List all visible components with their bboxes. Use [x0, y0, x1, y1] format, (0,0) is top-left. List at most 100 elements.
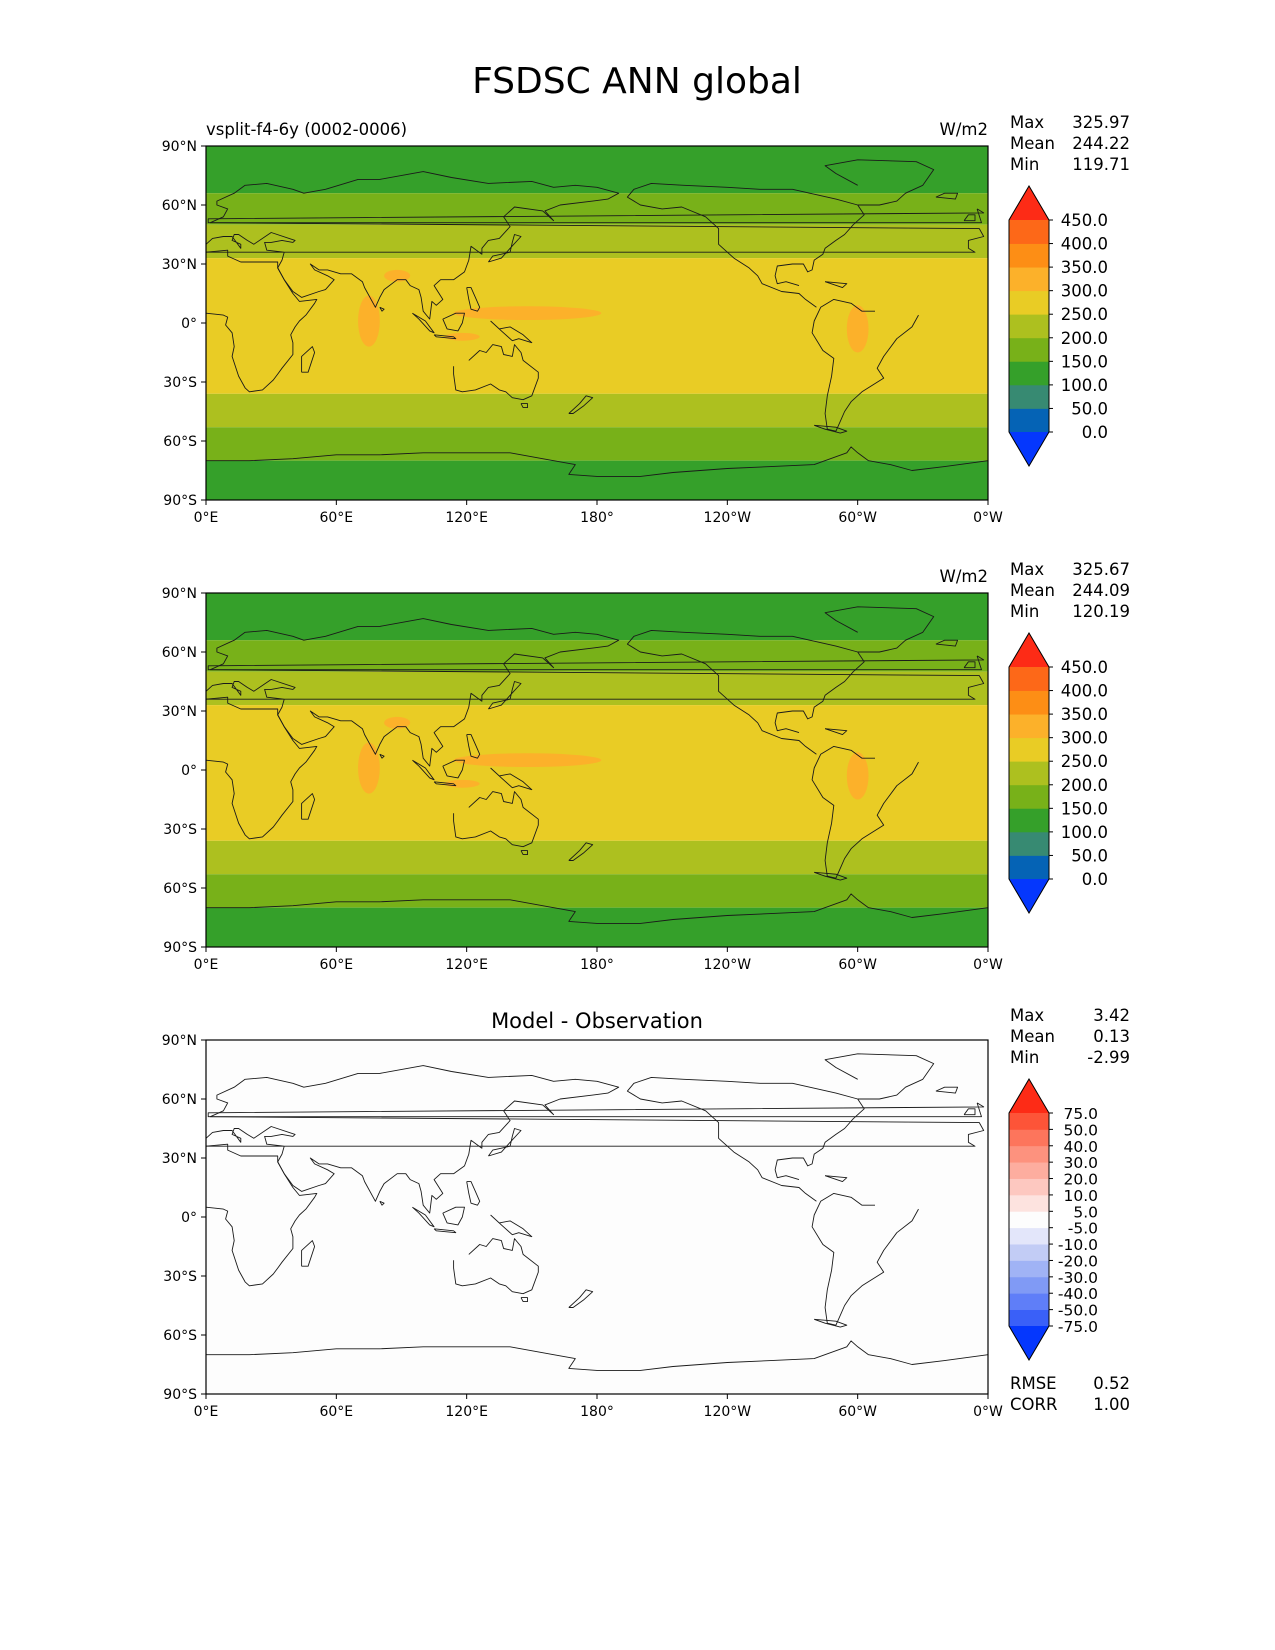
- coastline-4: [206, 618, 985, 767]
- lat-band-4: [206, 840, 988, 875]
- coastline-15: [433, 334, 457, 340]
- colorbar-segment: [1009, 784, 1049, 809]
- map-field: [206, 1040, 988, 1394]
- colorbar-segment: [1009, 831, 1049, 856]
- coastline-22: [814, 1318, 848, 1328]
- colorbar-tick-label: 350.0: [1061, 258, 1108, 277]
- coastline-1: [811, 745, 919, 879]
- colorbar-segment: [1009, 737, 1049, 762]
- panel-title-left: vsplit-f4-6y (0002-0006): [206, 120, 407, 139]
- coastline-6: [206, 893, 988, 924]
- lat-band-1: [206, 640, 988, 672]
- x-tick-label: 60°E: [319, 1404, 353, 1420]
- coastline-11: [488, 1128, 522, 1157]
- colorbar-extend-max: [1009, 1079, 1049, 1113]
- colorbar: 0.0 50.0 100.0 150.0 200.0 250.0 300.0 350.0 400…: [1008, 632, 1108, 914]
- coastline-19: [520, 850, 528, 856]
- y-tick-label: 90°S: [163, 1387, 197, 1403]
- metric-value-corr: 1.00: [1093, 1395, 1130, 1414]
- panel-units: W/m2: [940, 120, 988, 139]
- metric-label-rmse: RMSE: [1010, 1374, 1057, 1393]
- colorbar-tick-label: 20.0: [1063, 1171, 1098, 1189]
- coastline-9: [963, 214, 976, 222]
- colorbar-tick-label: -75.0: [1058, 1318, 1098, 1336]
- colorbar: 0.0 50.0 100.0 150.0 200.0 250.0 300.0 350.0 400…: [1008, 185, 1108, 467]
- lat-band-3: [206, 258, 988, 394]
- coastlines: [206, 606, 988, 947]
- coastline-22: [814, 871, 848, 881]
- coastline-3: [824, 606, 935, 653]
- colorbar-tick-label: -40.0: [1058, 1285, 1098, 1303]
- coastline-2: [626, 629, 865, 755]
- colorbar-segment: [1009, 337, 1049, 362]
- coastline-13: [412, 312, 435, 334]
- warm-region-2: [384, 269, 411, 282]
- coastline-14: [442, 1206, 465, 1226]
- x-tick-label: 0°W: [973, 510, 1003, 526]
- coastline-17: [301, 346, 316, 373]
- coastline-8: [207, 655, 985, 671]
- coastline-6: [206, 446, 988, 477]
- coastline-4: [206, 1065, 985, 1214]
- y-tick-label: 30°N: [162, 704, 197, 720]
- coastline-5: [453, 1238, 539, 1295]
- x-tick-label: 120°E: [445, 957, 488, 973]
- difference-field: [206, 1040, 988, 1394]
- colorbar-segment: [1009, 1244, 1049, 1261]
- x-tick-label: 60°W: [838, 1404, 877, 1420]
- lat-band-2: [206, 224, 988, 259]
- colorbar-tick-label: 5.0: [1073, 1203, 1098, 1221]
- colorbar-tick-label: 350.0: [1061, 705, 1108, 724]
- stat-value-max: 3.42: [1093, 1006, 1130, 1025]
- warm-region-3: [846, 305, 869, 353]
- stat-label-max: Max: [1010, 113, 1044, 132]
- colorbar-segment: [1009, 1129, 1049, 1147]
- stat-value-min: -2.99: [1087, 1048, 1130, 1067]
- stat-value-max: 325.67: [1072, 560, 1130, 579]
- coastline-20: [379, 753, 385, 759]
- x-tick-label: 180°: [580, 957, 614, 973]
- colorbar-segment: [1009, 1293, 1049, 1311]
- coastlines: [206, 1053, 988, 1394]
- colorbar-tick-label: 50.0: [1063, 1121, 1098, 1139]
- coastline-19: [520, 1297, 528, 1303]
- coastline-14: [442, 312, 465, 332]
- colorbar-tick-label: 200.0: [1061, 329, 1108, 348]
- colorbar-tick-label: 450.0: [1061, 211, 1108, 230]
- coastline-2: [626, 1076, 865, 1202]
- stat-value-mean: 244.09: [1072, 581, 1130, 600]
- stat-label-mean: Mean: [1010, 1027, 1055, 1046]
- coastline-21: [824, 728, 848, 736]
- coastline-14: [442, 759, 465, 779]
- x-tick-label: 120°W: [704, 510, 752, 526]
- map-panel-test: 0°E 60°E 120°E 180° 120°W 60°W 0°W 90°N 60°N 30°N…: [162, 113, 1130, 526]
- x-tick-label: 120°W: [704, 957, 752, 973]
- colorbar-segment: [1009, 1194, 1049, 1212]
- colorbar-tick-label: -30.0: [1058, 1269, 1098, 1287]
- colorbar-tick-label: -20.0: [1058, 1252, 1098, 1270]
- panel-units: W/m2: [940, 567, 988, 586]
- colorbar: -75.0-50.0-40.0-30.0-20.0-10.0-5.05.010.…: [1008, 1078, 1098, 1361]
- coastline-18: [568, 842, 594, 861]
- stat-label-min: Min: [1010, 602, 1039, 621]
- coastline-16: [466, 734, 481, 759]
- colorbar-extend-max: [1009, 186, 1049, 220]
- coastline-15: [433, 781, 457, 787]
- coastline-18: [568, 1289, 594, 1308]
- coastline-10: [935, 639, 959, 647]
- coastline-3: [824, 159, 935, 206]
- coastline-15: [433, 1228, 457, 1234]
- coastline-22: [814, 424, 848, 434]
- coastline-8: [207, 208, 985, 224]
- x-tick-label: 180°: [580, 510, 614, 526]
- y-tick-label: 90°N: [162, 586, 197, 602]
- coastline-17: [301, 1240, 316, 1267]
- map-field: [206, 146, 988, 500]
- x-tick-label: 0°E: [194, 510, 219, 526]
- colorbar-segment: [1009, 1227, 1049, 1245]
- lat-band-3: [206, 705, 988, 841]
- coastline-1: [811, 1192, 919, 1326]
- coastline-5: [453, 344, 539, 401]
- coastline-9: [963, 661, 976, 669]
- colorbar-segment: [1009, 290, 1049, 315]
